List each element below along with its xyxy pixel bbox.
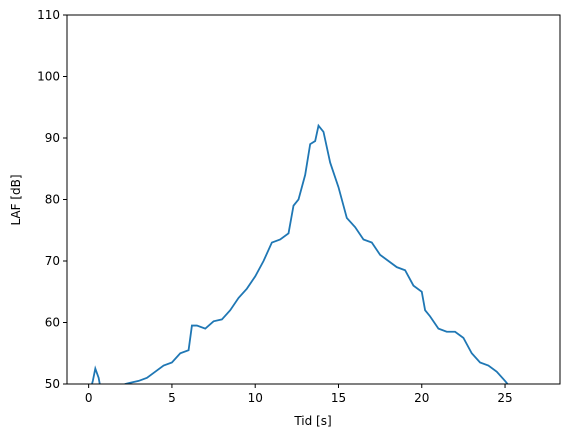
y-tick-label: 110 [37, 8, 60, 22]
y-tick-label: 50 [45, 377, 60, 391]
x-tick-label: 5 [168, 391, 176, 405]
x-tick-label: 15 [331, 391, 346, 405]
y-tick-label: 90 [45, 131, 60, 145]
y-tick-label: 100 [37, 70, 60, 84]
plot-frame [66, 14, 561, 385]
x-tick-label: 25 [497, 391, 512, 405]
x-axis-label: Tid [s] [293, 414, 331, 428]
x-tick-label: 0 [85, 391, 93, 405]
x-tick-label: 10 [248, 391, 263, 405]
data-line [91, 123, 509, 384]
y-tick-label: 60 [45, 316, 60, 330]
y-tick-label: 80 [45, 193, 60, 207]
y-tick-label: 70 [45, 254, 60, 268]
x-tick-label: 20 [414, 391, 429, 405]
y-axis-label: LAF [dB] [9, 174, 23, 225]
